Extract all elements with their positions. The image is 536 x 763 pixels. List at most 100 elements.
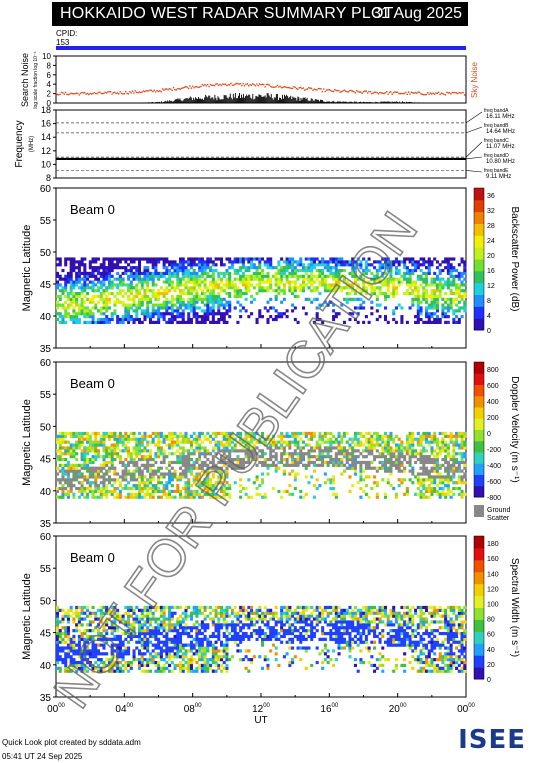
echo-cell [127, 434, 131, 438]
echo-cell [269, 437, 273, 441]
echo-cell [293, 294, 297, 299]
echo-cell [293, 317, 297, 322]
echo-cell [64, 309, 68, 313]
echo-cell [75, 660, 79, 665]
echo-cell [280, 460, 284, 465]
echo-cell [220, 495, 224, 499]
echo-cell [211, 466, 215, 470]
echo-cell [162, 489, 166, 494]
echo-cell [124, 431, 128, 436]
echo-cell [214, 469, 218, 473]
echo-cell [394, 257, 398, 261]
echo-cell [312, 274, 316, 278]
echo-cell [69, 469, 73, 473]
colorbar-tick-label: -200 [487, 447, 501, 454]
echo-cell [422, 431, 426, 436]
echo-cell [110, 629, 114, 633]
sky-noise-point [275, 86, 277, 88]
sky-noise-point [145, 89, 147, 92]
echo-cell [99, 294, 103, 299]
echo-cell [217, 312, 221, 316]
echo-cell [64, 472, 68, 476]
echo-cell [140, 455, 144, 459]
echo-cell [198, 268, 202, 273]
echo-cell [403, 277, 407, 281]
echo-cell [438, 317, 442, 322]
echo-cell [403, 466, 407, 470]
echo-cell [438, 478, 442, 482]
echo-cell [209, 434, 213, 438]
freq-band-label: freq bandC [484, 138, 509, 144]
echo-cell [326, 286, 330, 290]
echo-cell [359, 289, 363, 293]
echo-cell [370, 292, 374, 296]
sky-noise-point [139, 91, 142, 94]
echo-cell [206, 492, 210, 496]
echo-cell [318, 484, 322, 488]
echo-cell [258, 455, 262, 459]
echo-cell [455, 486, 459, 491]
lat-ytick-label: 35 [40, 519, 52, 530]
echo-cell [135, 449, 139, 453]
echo-cell [233, 437, 237, 441]
echo-cell [176, 434, 180, 438]
echo-cell [97, 277, 101, 281]
echo-cell [414, 475, 418, 479]
echo-cell [266, 300, 270, 304]
echo-cell [61, 620, 65, 624]
echo-cell [94, 652, 98, 656]
echo-cell [170, 475, 174, 479]
echo-cell [143, 457, 147, 462]
sky-noise-point [120, 92, 123, 95]
echo-cell [334, 257, 338, 261]
echo-cell [88, 274, 92, 278]
echo-cell [266, 280, 270, 284]
echo-cell [430, 300, 434, 304]
echo-cell [200, 289, 204, 293]
echo-cell [250, 277, 254, 281]
echo-cell [176, 306, 180, 310]
echo-cell [419, 489, 423, 494]
echo-cell [143, 280, 147, 284]
echo-cell [77, 312, 81, 316]
echo-cell [99, 434, 103, 438]
echo-cell [326, 303, 330, 307]
lat-ytick-label: 55 [40, 390, 52, 401]
echo-cell [291, 309, 295, 313]
echo-cell [403, 292, 407, 296]
echo-cell [127, 469, 131, 473]
echo-cell [209, 300, 213, 304]
echo-cell [61, 646, 65, 650]
echo-cell [277, 283, 281, 287]
echo-cell [241, 257, 245, 261]
echo-cell [435, 303, 439, 307]
sky-noise-point [138, 91, 141, 93]
echo-cell [403, 449, 407, 453]
echo-cell [138, 475, 142, 479]
echo-cell [310, 289, 314, 293]
echo-cell [66, 634, 70, 639]
echo-cell [94, 655, 98, 659]
sky-noise-point [384, 91, 387, 94]
echo-cell [181, 260, 185, 264]
sky-noise-point [273, 86, 276, 88]
colorbar-swatch [474, 362, 484, 374]
echo-cell [433, 478, 437, 482]
echo-cell [66, 481, 70, 485]
echo-cell [86, 277, 90, 281]
echo-cell [77, 440, 81, 444]
echo-cell [452, 434, 456, 438]
echo-cell [107, 306, 111, 310]
echo-cell [58, 434, 62, 438]
echo-cell [236, 300, 240, 304]
echo-cell [334, 266, 338, 270]
echo-cell [86, 486, 90, 491]
echo-cell [334, 440, 338, 444]
echo-cell [107, 666, 111, 670]
echo-cell [239, 431, 243, 436]
sky-noise-point [398, 92, 400, 95]
sky-noise-point [279, 85, 281, 87]
echo-cell [80, 449, 84, 453]
echo-cell [370, 283, 374, 287]
echo-cell [444, 283, 448, 287]
